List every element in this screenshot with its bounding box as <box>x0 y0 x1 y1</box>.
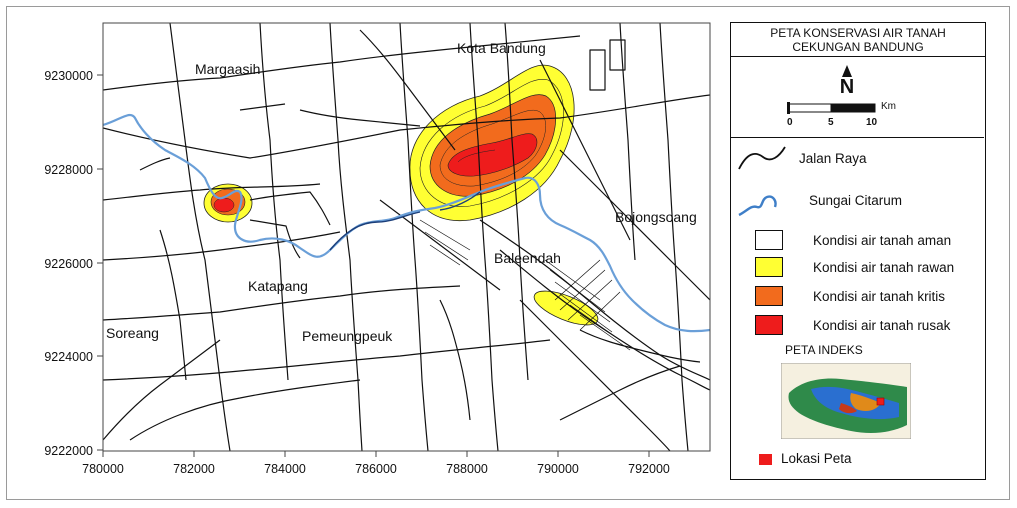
hatched-area <box>419 219 631 351</box>
y-axis-ticks <box>97 74 103 451</box>
x-axis-labels: 780000 782000 784000 786000 788000 79000… <box>82 462 670 476</box>
x-tick-label: 788000 <box>446 462 488 476</box>
x-tick-label: 790000 <box>537 462 579 476</box>
label-katapang: Katapang <box>248 278 308 294</box>
y-tick-label: 9230000 <box>44 69 93 83</box>
lokasi-marker-icon <box>759 454 772 465</box>
x-tick-label: 784000 <box>264 462 306 476</box>
legend-lokasi: Lokasi Peta <box>781 451 852 466</box>
map-border <box>102 22 711 452</box>
y-axis-labels: 9222000 9224000 9226000 9228000 9230000 <box>44 69 93 458</box>
legend-kritis: Kondisi air tanah kritis <box>813 289 946 304</box>
scale-tick: 0 <box>787 117 793 128</box>
index-map <box>781 363 911 439</box>
label-baleendah: Baleendah <box>494 250 561 266</box>
legend-rawan: Kondisi air tanah rawan <box>813 260 955 275</box>
swatch-rusak <box>755 315 783 335</box>
swatch-rawan <box>755 257 783 277</box>
legend-rusak: Kondisi air tanah rusak <box>813 318 951 333</box>
x-tick-label: 786000 <box>355 462 397 476</box>
swatch-kritis <box>755 286 783 306</box>
label-bojongsoang: Bojongsoang <box>615 209 697 225</box>
road-symbol-icon <box>738 146 786 170</box>
legend-title: PETA KONSERVASI AIR TANAH CEKUNGAN BANDU… <box>731 23 985 57</box>
label-pemeungpeuk: Pemeungpeuk <box>302 328 393 344</box>
legend-sungai: Sungai Citarum <box>809 193 903 208</box>
scale-unit: Km <box>881 101 896 112</box>
scale-bar <box>787 102 876 114</box>
zone-rusak <box>447 133 538 177</box>
road-network <box>103 23 710 451</box>
map-area <box>103 23 710 451</box>
legend-jalan-raya: Jalan Raya <box>799 151 867 166</box>
river-citarum <box>103 113 710 333</box>
scale-tick: 5 <box>828 117 834 128</box>
scale-tick: 10 <box>866 117 878 128</box>
legend-aman: Kondisi air tanah aman <box>813 233 952 248</box>
river-symbol-icon <box>738 195 777 217</box>
north-arrow-icon: N <box>840 65 854 98</box>
x-axis-ticks <box>102 451 650 457</box>
swatch-aman <box>755 230 783 250</box>
label-soreang: Soreang <box>106 325 159 341</box>
label-kota-bandung: Kota Bandung <box>457 40 546 56</box>
legend-title-line2: CEKUNGAN BANDUNG <box>792 40 924 54</box>
y-tick-label: 9228000 <box>44 163 93 177</box>
index-map-title: PETA INDEKS <box>785 343 863 357</box>
y-tick-label: 9224000 <box>44 350 93 364</box>
y-tick-label: 9222000 <box>44 444 93 458</box>
x-tick-label: 782000 <box>173 462 215 476</box>
north-label: N <box>840 76 854 98</box>
label-margaasih: Margaasih <box>195 61 260 77</box>
x-tick-label: 780000 <box>82 462 124 476</box>
y-tick-label: 9226000 <box>44 257 93 271</box>
legend-title-line1: PETA KONSERVASI AIR TANAH <box>770 26 946 40</box>
x-tick-label: 792000 <box>628 462 670 476</box>
index-location-marker <box>876 397 885 406</box>
legend-panel: PETA KONSERVASI AIR TANAH CEKUNGAN BANDU… <box>730 22 986 480</box>
north-and-scale: N Km 0 5 10 <box>731 57 984 138</box>
